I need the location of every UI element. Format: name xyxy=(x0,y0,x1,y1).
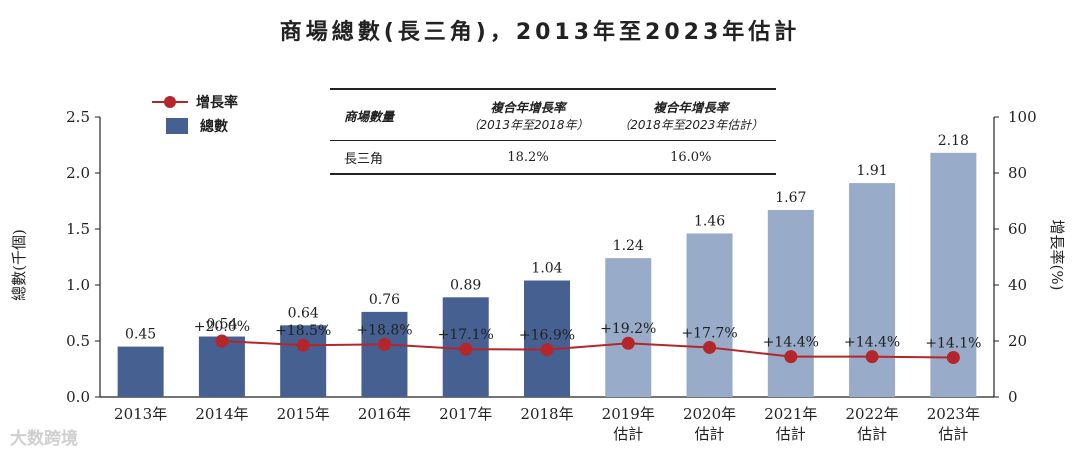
y-tick-label-left: 0.5 xyxy=(66,332,90,350)
cagr-value-2013-2018: 18.2% xyxy=(507,149,549,165)
growth-rate-line xyxy=(221,340,954,359)
cagr-header-period2-range: （2018年至2023年估計） xyxy=(618,118,764,132)
y-axis-title-left: 總數(千個) xyxy=(10,229,28,301)
x-tick-label: 2020年 xyxy=(683,405,736,423)
growth-rate-label: +17.7% xyxy=(681,325,737,341)
growth-rate-point xyxy=(459,342,473,356)
growth-rate-point xyxy=(215,334,229,348)
cagr-header-period1: 複合年增長率 （2013年至2018年） xyxy=(451,97,606,133)
growth-rate-point xyxy=(621,336,635,350)
legend-item-total: 總數 xyxy=(152,114,238,138)
growth-rate-label: +14.1% xyxy=(925,336,981,352)
bar-value-label: 1.46 xyxy=(694,213,725,229)
y-tick-label-right: 80 xyxy=(1008,164,1027,182)
chart-title: 商場總數(長三角)，2013年至2023年估計 xyxy=(279,20,801,45)
growth-rate-point xyxy=(703,340,717,354)
y-tick-label-right: 40 xyxy=(1008,276,1027,294)
bar-3 xyxy=(361,311,408,397)
cagr-table: 商場數量 複合年增長率 （2013年至2018年） 複合年增長率 （2018年至… xyxy=(330,88,776,175)
growth-rate-point xyxy=(784,350,798,364)
bar-value-label: 1.91 xyxy=(857,163,888,179)
x-tick-label: 2017年 xyxy=(439,405,492,423)
x-tick-label: 2016年 xyxy=(358,405,411,423)
x-tick-label: 2015年 xyxy=(277,405,330,423)
x-tick-label: 2013年 xyxy=(114,405,167,423)
legend-item-growth: 增長率 xyxy=(152,90,238,114)
growth-rate-label: +17.1% xyxy=(438,327,494,343)
legend-growth-label: 增長率 xyxy=(196,95,238,111)
cagr-header-period1-title: 複合年增長率 xyxy=(490,100,566,115)
y-tick-label-right: 100 xyxy=(1008,108,1037,126)
legend-total-label: 總數 xyxy=(200,119,228,135)
bar-value-label: 0.89 xyxy=(450,277,481,293)
cagr-header-metric-text: 商場數量 xyxy=(344,108,395,124)
y-tick-label-left: 2.0 xyxy=(66,164,90,182)
bar-value-label: 0.76 xyxy=(369,292,400,308)
bar-value-label: 0.54 xyxy=(206,317,237,333)
growth-rate-label: +14.4% xyxy=(844,335,900,351)
growth-rate-point xyxy=(946,351,960,365)
bar-value-label: 0.64 xyxy=(288,305,319,321)
bar-5 xyxy=(524,280,570,397)
y-tick-label-right: 0 xyxy=(1008,388,1018,406)
y-tick-label-right: 60 xyxy=(1008,220,1027,238)
cagr-header-metric: 商場數量 xyxy=(330,106,451,125)
x-tick-label: 2022年 xyxy=(845,405,898,423)
x-tick-label: 估計 xyxy=(613,425,643,443)
x-tick-label: 估計 xyxy=(776,425,806,443)
growth-rate-point xyxy=(296,338,310,352)
bar-value-label: 0.45 xyxy=(125,327,156,343)
watermark: 大数跨境 xyxy=(10,429,78,449)
cagr-header-period2: 複合年增長率 （2018年至2023年估計） xyxy=(606,97,776,133)
bar-0 xyxy=(117,346,164,397)
bar-2 xyxy=(280,325,327,397)
x-tick-label: 2021年 xyxy=(764,405,817,423)
x-tick-label: 估計 xyxy=(938,425,968,443)
growth-rate-label: +18.5% xyxy=(275,323,331,339)
bar-8 xyxy=(767,209,814,397)
bar-value-label: 1.67 xyxy=(775,190,806,206)
y-tick-label-left: 2.5 xyxy=(66,108,90,126)
bar-6 xyxy=(605,258,652,397)
x-tick-label: 估計 xyxy=(695,425,725,443)
cagr-header-row: 商場數量 複合年增長率 （2013年至2018年） 複合年增長率 （2018年至… xyxy=(330,88,776,141)
legend-bar-swatch xyxy=(166,118,188,134)
growth-rate-label: +14.4% xyxy=(763,335,819,351)
growth-rate-label: +20.0% xyxy=(194,319,250,335)
growth-rate-label: +16.9% xyxy=(519,328,575,344)
bar-value-label: 1.24 xyxy=(613,238,644,254)
y-axis-title-right: 增長率(%) xyxy=(1048,220,1066,291)
bar-7 xyxy=(686,233,733,397)
cagr-header-period2-title: 複合年增長率 xyxy=(653,100,729,115)
growth-rate-label: +18.8% xyxy=(356,322,412,338)
growth-rate-label: +19.2% xyxy=(600,321,656,337)
x-tick-label: 2019年 xyxy=(602,405,655,423)
x-tick-label: 2023年 xyxy=(927,405,980,423)
y-tick-label-right: 20 xyxy=(1008,332,1027,350)
x-tick-label: 估計 xyxy=(857,425,887,443)
cagr-data-row: 長三角 18.2% 16.0% xyxy=(330,141,776,175)
x-tick-label: 2014年 xyxy=(195,405,248,423)
y-tick-label-left: 1.0 xyxy=(66,276,90,294)
growth-rate-point xyxy=(540,343,554,357)
bar-value-label: 2.18 xyxy=(938,133,969,149)
cagr-header-period1-range: （2013年至2018年） xyxy=(467,118,589,132)
y-tick-label-left: 0.0 xyxy=(66,388,90,406)
growth-rate-point xyxy=(377,337,391,351)
cagr-region: 長三角 xyxy=(344,151,384,167)
growth-rate-point xyxy=(865,350,879,364)
cagr-value-2018-2023: 16.0% xyxy=(670,149,712,165)
legend-line-marker xyxy=(152,96,188,108)
bar-9 xyxy=(849,183,896,397)
bar-value-label: 1.04 xyxy=(531,261,562,277)
y-tick-label-left: 1.5 xyxy=(66,220,90,238)
legend: 增長率 總數 xyxy=(152,90,238,138)
x-tick-label: 2018年 xyxy=(520,405,573,423)
